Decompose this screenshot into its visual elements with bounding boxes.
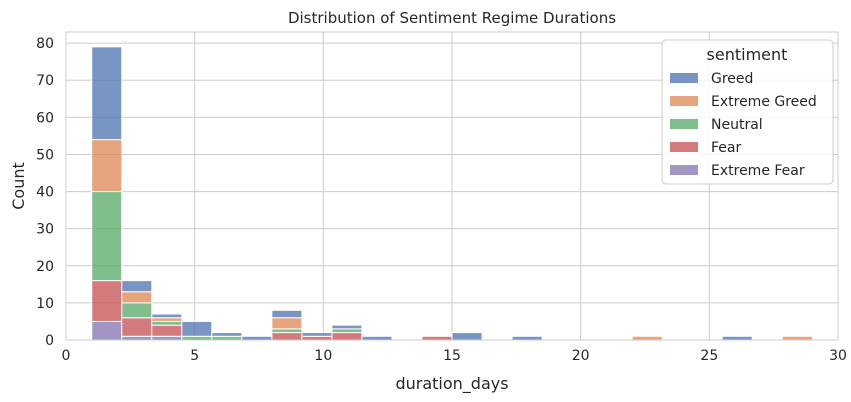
bar-segment xyxy=(91,280,123,322)
bar-segment xyxy=(361,335,393,341)
bar-segment xyxy=(451,332,483,341)
bar-segment xyxy=(151,324,183,337)
y-tick-label: 80 xyxy=(36,36,54,52)
bar-segment xyxy=(151,313,183,319)
bar-segment xyxy=(721,335,753,341)
y-tick-label: 40 xyxy=(36,185,54,201)
bars xyxy=(91,46,813,341)
y-tick-label: 30 xyxy=(36,222,54,238)
bar-segment xyxy=(211,332,243,337)
bar-segment xyxy=(241,335,273,341)
bar-segment xyxy=(331,324,363,330)
bar-segment xyxy=(121,335,153,341)
bar-segment xyxy=(631,335,663,341)
bar-segment xyxy=(91,46,123,141)
legend-label: Extreme Fear xyxy=(711,163,805,179)
bar-segment xyxy=(121,291,153,304)
x-tick-label: 15 xyxy=(443,348,461,364)
legend: sentiment Greed Extreme Greed Neutral Fear Ex… xyxy=(661,39,834,185)
x-axis-label: duration_days xyxy=(395,374,508,394)
bar-segment xyxy=(91,139,123,193)
bar-segment xyxy=(301,335,333,341)
bar-segment xyxy=(91,320,123,341)
chart-title: Distribution of Sentiment Regime Duratio… xyxy=(288,9,616,27)
bar-segment xyxy=(301,332,333,337)
y-tick-label: 50 xyxy=(36,147,54,163)
x-axis-ticks: 0 5 10 15 20 25 30 xyxy=(62,348,847,364)
y-tick-label: 60 xyxy=(36,110,54,126)
bar-segment xyxy=(121,302,153,319)
legend-swatch xyxy=(670,96,698,106)
bar-segment xyxy=(511,335,543,341)
y-tick-label: 70 xyxy=(36,73,54,89)
bar-segment xyxy=(331,332,363,341)
x-tick-label: 0 xyxy=(62,348,71,364)
legend-label: Greed xyxy=(711,71,753,87)
legend-swatch xyxy=(670,142,698,152)
bar-segment xyxy=(151,335,183,341)
bar-segment xyxy=(421,335,453,341)
legend-label: Extreme Greed xyxy=(711,94,817,110)
bar-segment xyxy=(181,320,213,337)
bar-segment xyxy=(271,317,303,330)
x-tick-label: 10 xyxy=(314,348,332,364)
legend-title: sentiment xyxy=(707,45,788,64)
bar-segment xyxy=(271,328,303,334)
x-tick-label: 30 xyxy=(829,348,847,364)
bar-segment xyxy=(271,309,303,319)
bar-segment xyxy=(331,328,363,334)
legend-label: Fear xyxy=(711,140,741,156)
bar-segment xyxy=(271,332,303,341)
x-tick-label: 5 xyxy=(190,348,199,364)
bar-segment xyxy=(151,317,183,322)
bar-segment xyxy=(211,335,243,341)
y-tick-label: 10 xyxy=(36,296,54,312)
bar-segment xyxy=(781,335,813,341)
legend-swatch xyxy=(670,119,698,129)
legend-box xyxy=(661,39,834,185)
bar-segment xyxy=(121,317,153,337)
y-axis-label: Count xyxy=(9,162,28,210)
legend-swatch xyxy=(670,165,698,175)
bar-segment xyxy=(151,320,183,326)
y-axis-ticks: 0 10 20 30 40 50 60 70 80 xyxy=(36,36,54,349)
legend-swatch xyxy=(670,73,698,83)
x-tick-label: 20 xyxy=(572,348,590,364)
plot-frame xyxy=(65,31,839,341)
bar-segment xyxy=(91,191,123,282)
y-tick-label: 0 xyxy=(45,333,54,349)
bar-segment xyxy=(121,280,153,293)
y-tick-label: 20 xyxy=(36,259,54,275)
bar-segment xyxy=(181,335,213,341)
legend-label: Neutral xyxy=(711,117,763,133)
x-tick-label: 25 xyxy=(700,348,718,364)
